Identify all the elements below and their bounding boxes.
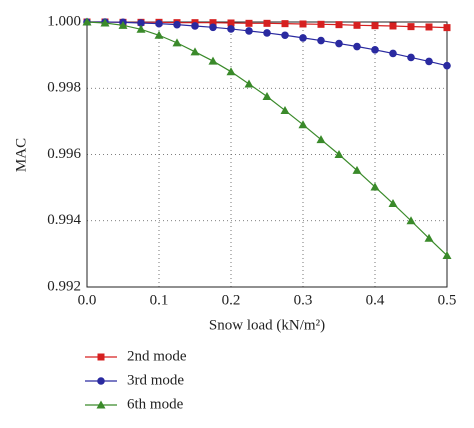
x-tick-label: 0.2 (222, 292, 241, 308)
data-point (227, 25, 235, 33)
y-tick-label: 1.000 (47, 13, 81, 29)
data-point (299, 34, 307, 42)
data-point (371, 46, 379, 54)
data-point (173, 20, 181, 29)
data-point (334, 150, 344, 158)
legend-label: 6th mode (127, 396, 184, 412)
y-tick-label: 0.996 (47, 146, 81, 162)
data-point (406, 216, 416, 225)
y-tick-label: 0.992 (47, 278, 81, 294)
data-point (155, 19, 163, 28)
x-axis-label: Snow load (kN/m²) (209, 317, 325, 333)
data-point (317, 36, 325, 45)
data-point (335, 39, 343, 48)
data-point (136, 24, 146, 33)
data-point (263, 19, 271, 27)
data-point (425, 23, 433, 31)
data-point (280, 105, 290, 114)
data-point (389, 49, 397, 58)
legend-label: 3rd mode (127, 372, 184, 388)
data-point (281, 20, 289, 28)
data-point (191, 22, 199, 30)
legend-marker (97, 353, 105, 361)
data-point (317, 20, 325, 28)
data-point (424, 233, 434, 242)
data-point (245, 27, 253, 35)
data-point (154, 30, 164, 39)
legend-marker (97, 377, 105, 385)
x-tick-label: 0.5 (438, 292, 457, 308)
data-point (209, 19, 217, 27)
data-point (298, 120, 308, 129)
data-point (388, 199, 398, 208)
data-point (208, 56, 218, 65)
data-point (371, 22, 379, 30)
legend-label: 2nd mode (127, 348, 187, 364)
y-axis-label: MAC (13, 138, 29, 172)
data-point (389, 22, 397, 30)
data-point (353, 21, 361, 29)
data-point (226, 67, 236, 76)
data-point (209, 23, 217, 32)
data-point (407, 23, 415, 31)
data-point (100, 18, 110, 27)
data-point (245, 19, 253, 27)
data-point (443, 24, 451, 32)
data-point (443, 61, 451, 70)
x-tick-label: 0.1 (150, 292, 169, 308)
data-point (316, 135, 326, 144)
y-tick-label: 0.998 (47, 80, 81, 96)
data-point (263, 29, 271, 37)
data-point (352, 165, 362, 174)
x-tick-label: 0.4 (366, 292, 385, 308)
data-point (227, 19, 235, 27)
data-point (281, 31, 289, 40)
data-point (262, 92, 272, 101)
data-point (299, 20, 307, 28)
data-point (335, 21, 343, 29)
data-point (353, 42, 361, 51)
data-point (442, 251, 452, 260)
data-point (137, 19, 145, 27)
data-point (172, 38, 182, 47)
x-tick-label: 0.3 (294, 292, 313, 308)
x-tick-label: 0.0 (78, 292, 97, 308)
data-point (425, 57, 433, 66)
data-point (190, 47, 200, 56)
data-point (370, 182, 380, 191)
data-point (118, 20, 128, 29)
data-point (82, 17, 92, 26)
y-tick-label: 0.994 (47, 212, 81, 228)
legend-marker (96, 400, 106, 409)
data-point (244, 79, 254, 88)
data-point (407, 53, 415, 62)
